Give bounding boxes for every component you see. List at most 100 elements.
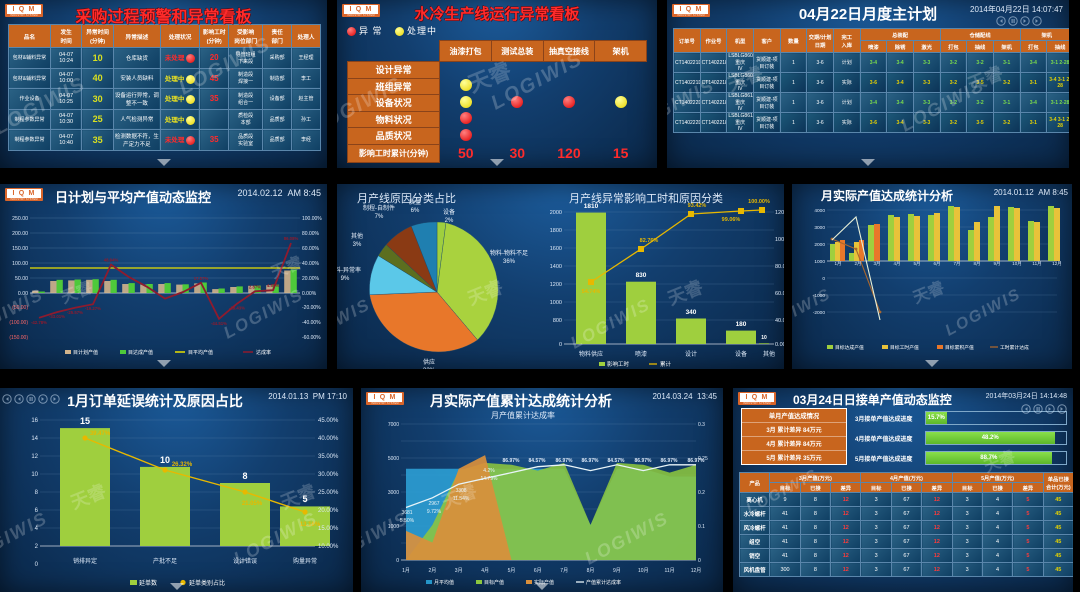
svg-text:80.00%: 80.00% (302, 231, 320, 237)
svg-text:16: 16 (31, 418, 38, 424)
svg-text:设计: 设计 (685, 350, 697, 358)
svg-text:-33.01%: -33.01% (49, 314, 65, 319)
svg-text:12: 12 (31, 454, 38, 460)
svg-text:10.00%: 10.00% (318, 544, 339, 550)
svg-text:2月: 2月 (429, 568, 437, 574)
svg-text:13.16%: 13.16% (300, 522, 321, 528)
svg-text:(150.00): (150.00) (9, 335, 28, 341)
svg-text:84.57%: 84.57% (529, 458, 547, 464)
svg-text:7%: 7% (375, 214, 384, 220)
svg-text:累计: 累计 (660, 360, 672, 368)
svg-text:7月: 7月 (560, 568, 568, 574)
svg-text:12月: 12月 (1052, 261, 1062, 267)
svg-text:86.97%: 86.97% (503, 458, 521, 464)
svg-text:60.00%: 60.00% (302, 246, 320, 252)
svg-text:-19.27%: -19.27% (85, 306, 101, 311)
svg-text:20.00%: 20.00% (318, 508, 339, 514)
svg-text:36%: 36% (503, 259, 516, 265)
svg-text:销排异定: 销排异定 (73, 557, 97, 565)
svg-text:8月: 8月 (587, 568, 595, 574)
svg-text:200.00: 200.00 (12, 231, 28, 237)
svg-text:11月: 11月 (1032, 261, 1041, 267)
svg-text:40.00%: 40.00% (318, 436, 339, 442)
svg-text:1400: 1400 (550, 264, 562, 270)
svg-text:0.1: 0.1 (698, 524, 705, 530)
svg-text:购量异常: 购量异常 (293, 557, 317, 565)
svg-text:设备: 设备 (735, 350, 747, 358)
svg-text:82.76%: 82.76% (640, 238, 659, 244)
svg-text:3308: 3308 (455, 488, 466, 494)
svg-text:17.57%: 17.57% (194, 276, 209, 281)
svg-text:4: 4 (35, 526, 39, 532)
svg-text:7000: 7000 (388, 422, 399, 428)
svg-text:86.97%: 86.97% (661, 458, 679, 464)
svg-text:3000: 3000 (814, 225, 825, 231)
svg-text:5.50%: 5.50% (400, 518, 415, 524)
svg-text:-25.57%: -25.57% (67, 310, 83, 315)
svg-text:10: 10 (31, 472, 38, 478)
svg-text:目标累积产值: 目标累积产值 (945, 344, 974, 351)
svg-text:100.00%: 100.00% (748, 199, 770, 205)
svg-text:1月: 1月 (402, 568, 410, 574)
svg-text:目平均产值: 目平均产值 (188, 349, 213, 356)
svg-text:其他: 其他 (763, 350, 775, 358)
svg-text:830: 830 (636, 272, 647, 279)
svg-text:100.00: 100.00 (12, 261, 28, 267)
svg-text:延单数: 延单数 (139, 579, 157, 587)
svg-text:产批不足: 产批不足 (153, 557, 177, 565)
svg-text:-40.00%: -40.00% (302, 320, 321, 326)
svg-text:物料-物料不足: 物料-物料不足 (490, 249, 528, 257)
svg-text:84.57%: 84.57% (608, 458, 626, 464)
svg-text:0.00%: 0.00% (775, 342, 784, 348)
svg-text:5000: 5000 (388, 456, 399, 462)
svg-text:86.97%: 86.97% (688, 458, 706, 464)
svg-text:6: 6 (35, 508, 39, 514)
svg-text:10月: 10月 (1012, 261, 1022, 267)
svg-text:-18.43%: -18.43% (229, 306, 245, 311)
svg-text:180: 180 (736, 321, 747, 328)
svg-text:48.94%: 48.94% (104, 258, 119, 263)
svg-text:喷漆: 喷漆 (635, 350, 647, 358)
svg-text:5月: 5月 (508, 568, 516, 574)
svg-text:5: 5 (302, 494, 307, 504)
svg-text:5月: 5月 (913, 261, 920, 267)
svg-text:2%: 2% (445, 218, 454, 224)
svg-text:8: 8 (242, 471, 247, 481)
svg-text:设备: 设备 (443, 208, 455, 216)
svg-text:86.08%: 86.08% (284, 236, 299, 241)
svg-text:0: 0 (698, 558, 701, 564)
svg-text:目达成产值: 目达成产值 (128, 349, 153, 356)
svg-text:2000: 2000 (550, 210, 562, 216)
svg-text:0: 0 (559, 342, 562, 348)
svg-text:12月: 12月 (691, 568, 702, 574)
svg-text:6月: 6月 (534, 568, 542, 574)
svg-text:11.54%: 11.54% (453, 496, 470, 502)
svg-text:-1000: -1000 (813, 293, 826, 299)
svg-text:4000: 4000 (814, 208, 825, 214)
svg-text:1000: 1000 (550, 300, 562, 306)
svg-text:(50.00): (50.00) (12, 305, 28, 311)
svg-text:54.74%: 54.74% (582, 289, 601, 295)
svg-text:26.32%: 26.32% (172, 462, 193, 468)
svg-text:1000: 1000 (814, 259, 825, 265)
svg-text:3月: 3月 (873, 261, 880, 267)
svg-text:4.80%: 4.80% (267, 283, 279, 288)
svg-text:物料供应: 物料供应 (579, 350, 603, 358)
svg-text:2月: 2月 (854, 261, 861, 267)
svg-text:6%: 6% (411, 208, 420, 214)
svg-text:39.47%: 39.47% (90, 431, 111, 437)
svg-text:供应: 供应 (423, 358, 435, 366)
svg-text:0.2: 0.2 (698, 490, 705, 496)
svg-text:目标达成产值: 目标达成产值 (835, 344, 864, 351)
svg-text:60.00%: 60.00% (775, 291, 784, 297)
svg-text:-60.00%: -60.00% (302, 335, 321, 341)
svg-text:工时累计达成: 工时累计达成 (1000, 344, 1029, 351)
svg-text:9月: 9月 (613, 568, 621, 574)
svg-text:40.00%: 40.00% (302, 261, 320, 267)
svg-text:-42.78%: -42.78% (31, 320, 47, 325)
svg-text:50.00: 50.00 (15, 276, 28, 282)
svg-text:40.00%: 40.00% (775, 318, 784, 324)
svg-text:45.00%: 45.00% (318, 418, 339, 424)
svg-text:设计错误: 设计错误 (233, 557, 257, 565)
svg-text:20.00%: 20.00% (302, 276, 320, 282)
